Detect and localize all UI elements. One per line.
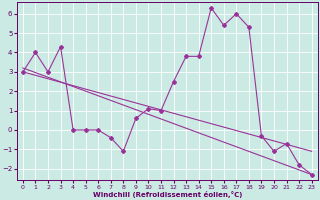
X-axis label: Windchill (Refroidissement éolien,°C): Windchill (Refroidissement éolien,°C): [92, 191, 242, 198]
